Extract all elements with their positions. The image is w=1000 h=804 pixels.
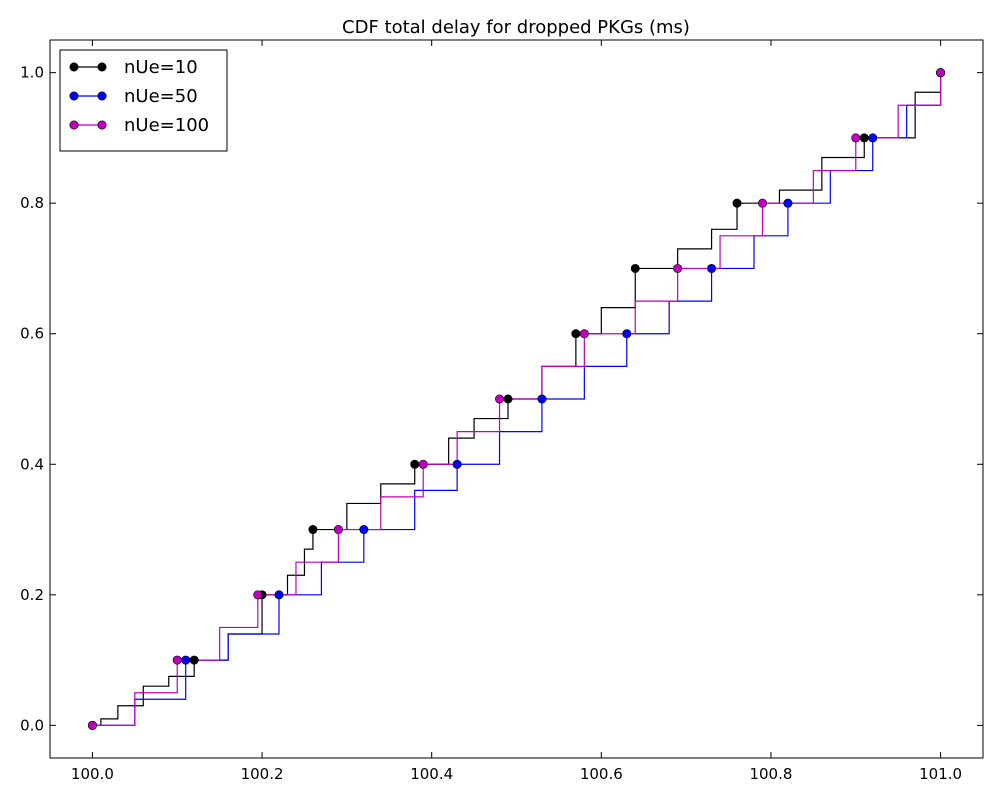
series-2-marker xyxy=(181,655,191,665)
x-tick-label: 100.6 xyxy=(580,765,623,783)
series-line-3 xyxy=(92,72,942,726)
plot-markers xyxy=(87,68,946,730)
y-axis: 0.0 0.2 0.4 0.6 0.8 1.0 xyxy=(20,64,983,734)
series-2-marker xyxy=(783,198,793,208)
series-1-marker xyxy=(732,198,742,208)
legend-marker xyxy=(69,120,79,130)
series-1-marker xyxy=(189,655,199,665)
chart-title: CDF total delay for dropped PKGs (ms) xyxy=(342,17,690,38)
y-tick-label: 0.2 xyxy=(20,586,44,604)
legend-marker xyxy=(97,120,107,130)
y-tick-label: 0.6 xyxy=(20,325,44,343)
legend-marker xyxy=(69,91,79,101)
legend-marker xyxy=(97,91,107,101)
x-tick-label: 101.0 xyxy=(919,765,962,783)
series-3-marker xyxy=(673,263,683,273)
legend-marker xyxy=(69,62,79,72)
y-tick-label: 1.0 xyxy=(20,64,44,82)
series-3-marker xyxy=(851,133,861,143)
series-1-marker xyxy=(571,329,581,339)
series-1-marker xyxy=(410,459,420,469)
series-3-marker xyxy=(418,459,428,469)
y-tick-label: 0.8 xyxy=(20,194,44,212)
x-tick-label: 100.2 xyxy=(241,765,284,783)
series-1-marker xyxy=(630,263,640,273)
series-3-marker xyxy=(579,329,589,339)
series-2-marker xyxy=(868,133,878,143)
y-tick-label: 0.4 xyxy=(20,455,44,473)
plot-frame xyxy=(49,39,984,759)
series-3-marker xyxy=(936,68,946,78)
plot-lines xyxy=(92,72,942,726)
legend-label: nUe=10 xyxy=(124,57,198,78)
x-tick-label: 100.4 xyxy=(410,765,453,783)
series-3-marker xyxy=(172,655,182,665)
series-3-marker xyxy=(495,394,505,404)
series-1-marker xyxy=(308,525,318,535)
legend-label: nUe=50 xyxy=(124,86,198,107)
legend-label: nUe=100 xyxy=(124,115,209,136)
series-3-marker xyxy=(87,720,97,730)
legend: nUe=10 nUe=50 nUe=100 xyxy=(59,49,228,152)
series-2-marker xyxy=(622,329,632,339)
x-axis: 100.0 100.2 100.4 100.6 100.8 101.0 xyxy=(71,40,962,783)
series-2-marker xyxy=(359,525,369,535)
x-tick-label: 100.8 xyxy=(749,765,792,783)
x-tick-label: 100.0 xyxy=(71,765,114,783)
legend-marker xyxy=(97,62,107,72)
series-2-marker xyxy=(537,394,547,404)
y-tick-label: 0.0 xyxy=(20,716,44,734)
series-1-marker xyxy=(859,133,869,143)
series-2-marker xyxy=(707,263,717,273)
series-3-marker xyxy=(333,525,343,535)
series-3-marker xyxy=(757,198,767,208)
series-2-marker xyxy=(274,590,284,600)
series-3-marker xyxy=(253,590,263,600)
series-1-marker xyxy=(503,394,513,404)
series-2-marker xyxy=(452,459,462,469)
